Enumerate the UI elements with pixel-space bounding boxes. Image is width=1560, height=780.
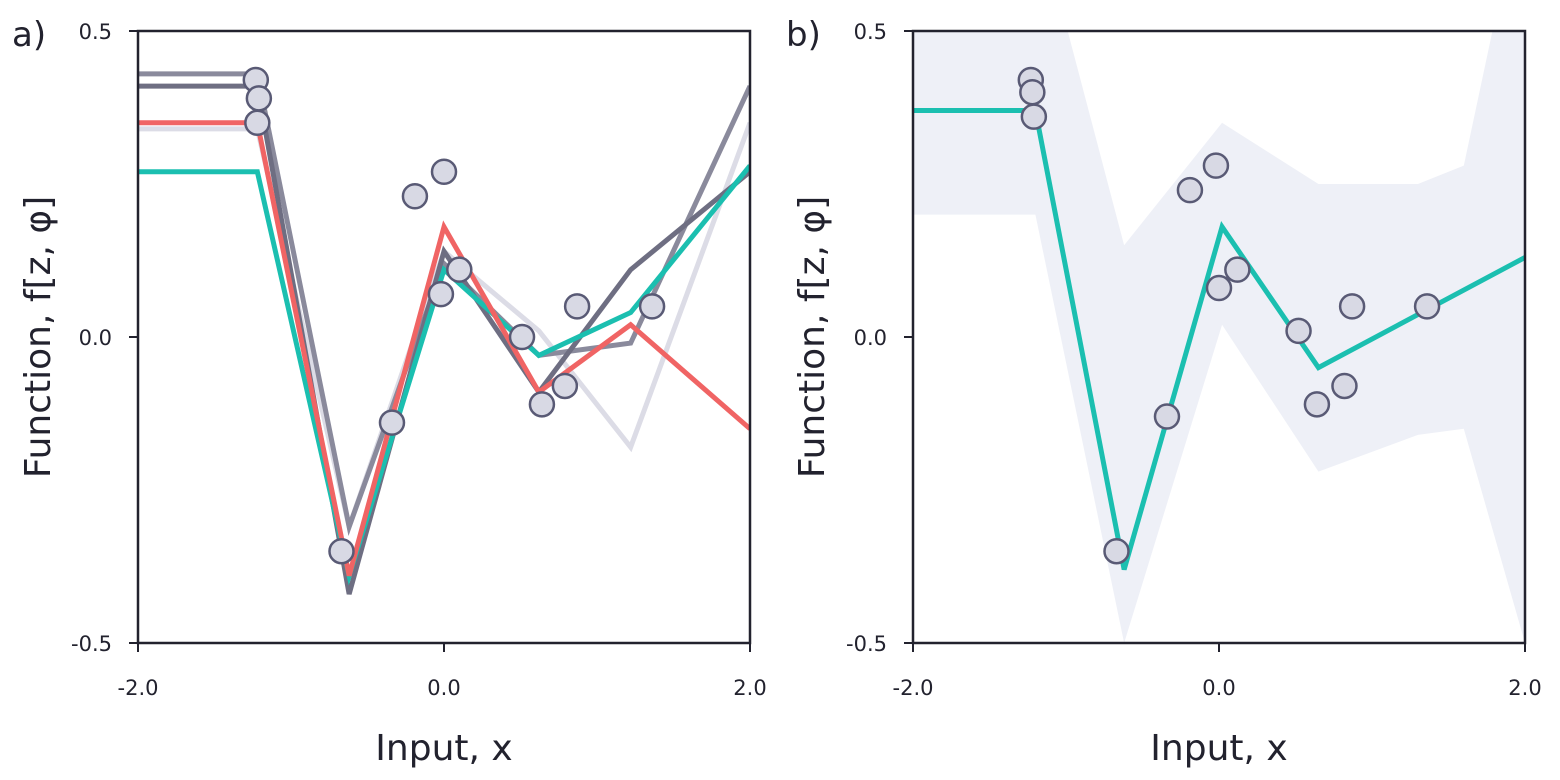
plot-area bbox=[138, 71, 750, 595]
y-tick-label: 0.5 bbox=[79, 20, 112, 44]
data-point bbox=[508, 323, 536, 351]
panel-a: -2.0 0.0 2.0 0.5 0.0 -0.5 Input, x Function, f[… bbox=[12, 15, 767, 769]
data-point bbox=[1176, 176, 1204, 204]
data-point bbox=[1285, 317, 1312, 345]
uncertainty-band bbox=[913, 31, 1525, 643]
y-tick-label: 0.0 bbox=[79, 326, 112, 350]
data-point bbox=[1413, 293, 1441, 320]
series-line-sample-5 bbox=[138, 120, 750, 577]
x-tick-label: -2.0 bbox=[118, 676, 159, 700]
x-tick-label: 2.0 bbox=[733, 676, 766, 700]
data-point bbox=[563, 293, 591, 320]
data-point bbox=[401, 182, 429, 210]
data-point bbox=[430, 158, 458, 186]
x-tick-label: -2.0 bbox=[893, 676, 934, 700]
x-tick-label: 0.0 bbox=[1202, 676, 1235, 700]
data-point bbox=[1338, 293, 1366, 320]
data-point bbox=[1331, 372, 1358, 400]
x-tick-label: 0.0 bbox=[427, 676, 460, 700]
series-line-sample-4 bbox=[138, 164, 750, 586]
data-point bbox=[427, 280, 455, 308]
data-point bbox=[1020, 103, 1048, 130]
data-point bbox=[245, 85, 273, 112]
panel-label: a) bbox=[12, 15, 46, 55]
data-point bbox=[528, 391, 556, 418]
data-point bbox=[1202, 152, 1230, 179]
y-tick-label: 0.0 bbox=[854, 326, 887, 350]
y-tick-label: 0.5 bbox=[854, 20, 887, 44]
data-point bbox=[638, 293, 666, 320]
data-point bbox=[328, 537, 355, 565]
data-point bbox=[551, 372, 579, 400]
panel-b: -2.0 0.0 2.0 0.5 0.0 -0.5 Input, x Function, f[… bbox=[786, 15, 1542, 769]
data-point bbox=[1153, 403, 1181, 430]
y-axis-title: Function, f[z, φ] bbox=[18, 196, 59, 478]
data-point bbox=[1103, 537, 1130, 565]
series-line-mean bbox=[913, 108, 1525, 571]
data-point bbox=[378, 409, 406, 436]
y-axis-title: Function, f[z, φ] bbox=[792, 196, 833, 478]
data-point bbox=[1224, 256, 1251, 283]
data-point bbox=[244, 109, 271, 137]
data-point bbox=[1019, 78, 1046, 106]
x-tick-label: 2.0 bbox=[1508, 676, 1541, 700]
data-point bbox=[446, 256, 473, 283]
y-tick-label: -0.5 bbox=[846, 632, 887, 656]
plot-area bbox=[913, 31, 1525, 643]
panel-label: b) bbox=[786, 15, 821, 55]
data-point bbox=[1205, 274, 1233, 302]
x-axis-title: Input, x bbox=[375, 728, 512, 769]
data-point bbox=[1303, 391, 1331, 418]
y-tick-label: -0.5 bbox=[71, 632, 112, 656]
x-axis-title: Input, x bbox=[1150, 728, 1287, 769]
